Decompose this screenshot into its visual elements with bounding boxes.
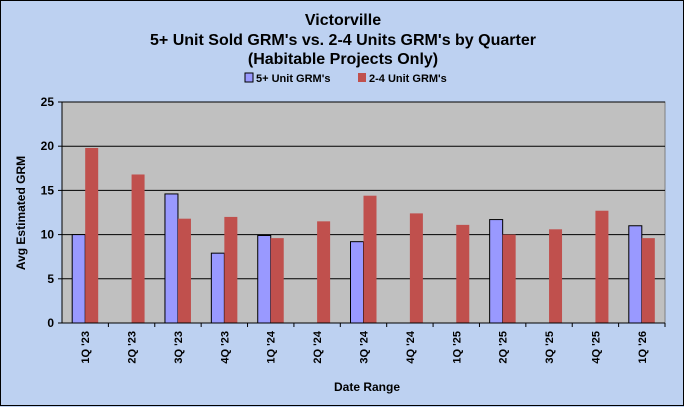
x-tick-label: 2Q '23	[127, 331, 139, 364]
x-tick-label: 4Q '24	[405, 330, 417, 363]
x-tick-label: 2Q '24	[312, 330, 324, 363]
x-tick-label: 4Q '23	[219, 331, 231, 364]
bars	[71, 147, 655, 324]
legend-swatch-5plus	[244, 72, 254, 83]
y-axis-label: Avg Estimated GRM	[14, 156, 28, 270]
x-tick-label: 1Q '23	[80, 331, 92, 364]
bar-5plus-unit	[71, 234, 86, 324]
bar-5plus-unit	[489, 219, 504, 324]
legend-swatch-2to4	[358, 73, 366, 82]
bar-5plus-unit	[257, 234, 272, 324]
bar-5plus-unit	[628, 225, 643, 324]
y-tick-label: 20	[41, 139, 55, 153]
bar-2to4-unit	[409, 213, 423, 323]
legend-label-5plus: 5+ Unit GRM's	[256, 73, 330, 85]
bar-2to4-unit	[641, 238, 655, 323]
bar-5plus-unit	[350, 241, 364, 324]
bar-2to4-unit	[595, 210, 609, 323]
y-tick-label: 10	[41, 228, 55, 242]
bar-2to4-unit	[456, 224, 470, 323]
x-tick-label: 3Q '25	[544, 331, 556, 364]
y-tick-label: 25	[41, 95, 55, 109]
x-tick-label: 1Q '26	[637, 331, 649, 364]
x-tick-label: 1Q '25	[451, 331, 463, 364]
legend: 5+ Unit GRM's 2-4 Unit GRM's	[244, 72, 447, 85]
bar-5plus-unit	[164, 193, 179, 324]
y-tick-label: 0	[47, 316, 54, 330]
legend-label-2to4: 2-4 Unit GRM's	[369, 73, 447, 85]
chart-title-line-2: 5+ Unit Sold GRM's vs. 2-4 Units GRM's b…	[150, 32, 536, 49]
bar-5plus-unit	[210, 252, 225, 324]
bar-2to4-unit	[131, 174, 145, 323]
bar-2to4-unit	[549, 229, 563, 323]
bar-2to4-unit	[502, 234, 516, 323]
x-ticks: 1Q '23 2Q '23 3Q '23 4Q '23 1Q '24 2Q '24 3Q '…	[80, 323, 666, 364]
chart-title-line-3: (Habitable Projects Only)	[248, 51, 438, 68]
bar-2to4-unit	[363, 195, 377, 323]
y-tick-label: 15	[41, 183, 55, 197]
x-tick-label: 3Q '23	[173, 331, 185, 364]
y-ticks: 0 5 10 15 20 25	[41, 95, 62, 330]
bar-2to4-unit	[85, 147, 99, 323]
bar-2to4-unit	[270, 238, 284, 323]
bar-2to4-unit	[317, 221, 331, 323]
bar-2to4-unit	[177, 218, 191, 323]
x-tick-label: 4Q '25	[590, 331, 602, 364]
x-tick-label: 3Q '24	[359, 330, 371, 363]
y-tick-label: 5	[47, 272, 54, 286]
x-tick-label: 1Q '24	[266, 330, 278, 363]
x-tick-label: 2Q '25	[498, 331, 510, 364]
chart-title-line-1: Victorville	[305, 12, 381, 29]
bar-2to4-unit	[224, 216, 238, 323]
x-axis-label: Date Range	[334, 380, 400, 394]
